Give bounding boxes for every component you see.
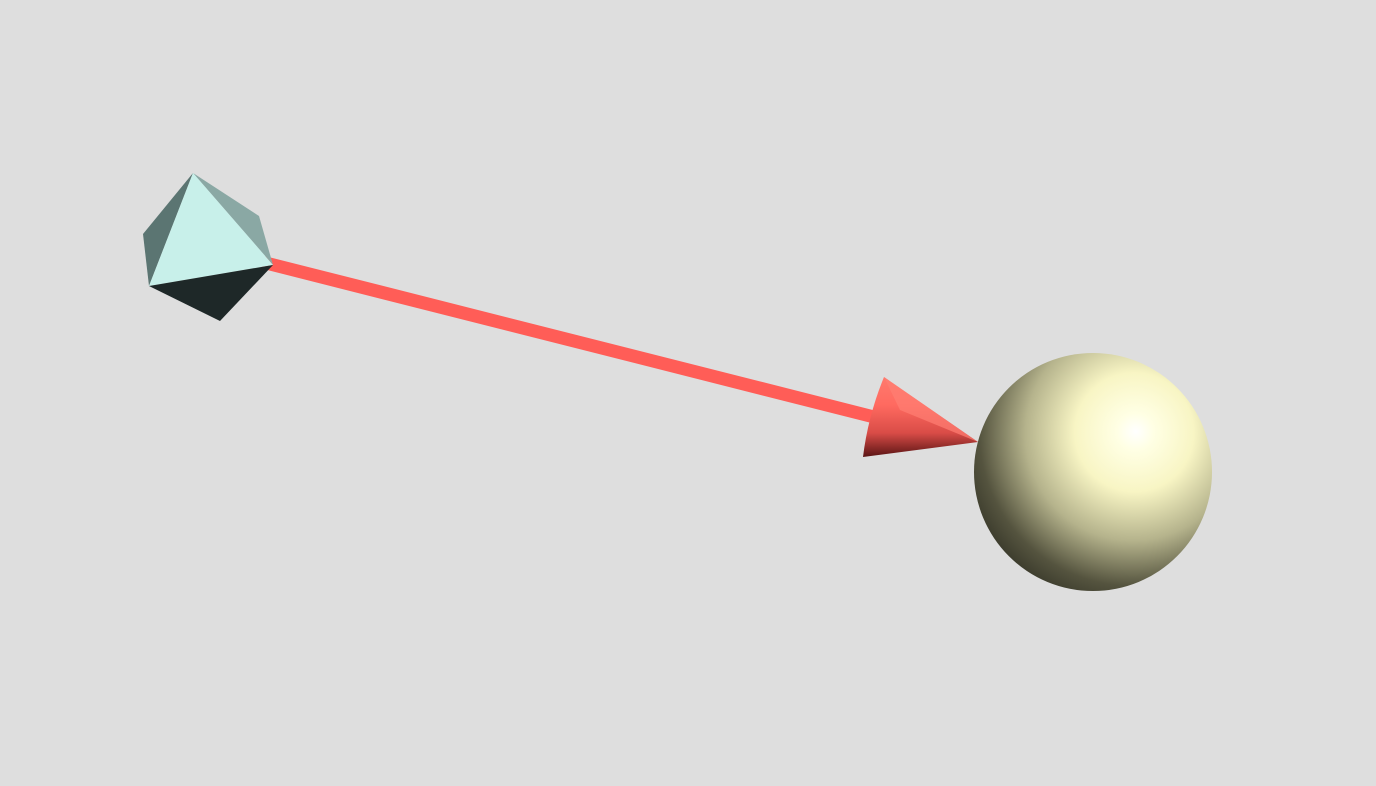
arrow-head [863, 377, 978, 457]
sphere-node[interactable] [974, 353, 1212, 591]
octahedron-node[interactable] [143, 173, 273, 321]
arrow-shaft [260, 255, 880, 425]
